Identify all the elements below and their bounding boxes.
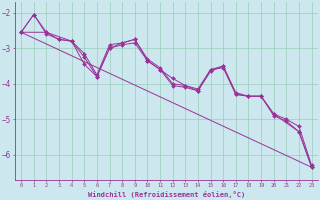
X-axis label: Windchill (Refroidissement éolien,°C): Windchill (Refroidissement éolien,°C) xyxy=(88,191,245,198)
